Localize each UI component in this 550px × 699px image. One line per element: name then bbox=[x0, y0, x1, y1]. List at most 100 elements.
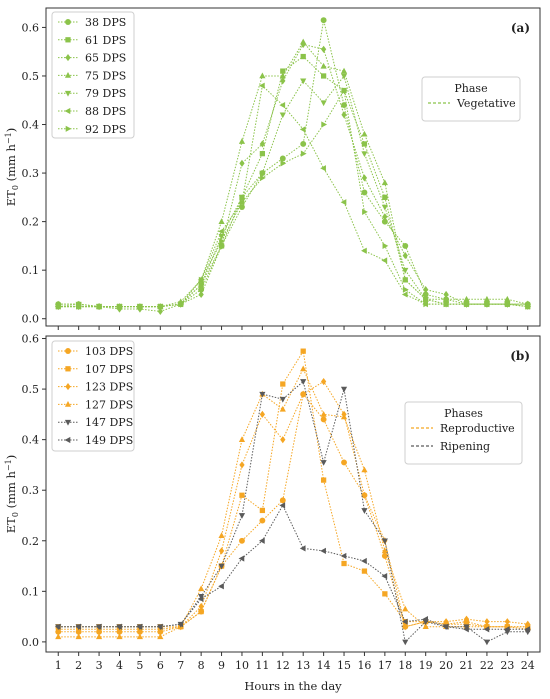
y-tick-label: 0.4 bbox=[22, 434, 40, 447]
data-point bbox=[259, 151, 266, 157]
data-point bbox=[198, 282, 205, 289]
data-point bbox=[484, 618, 490, 626]
phase-entry-reproductive: Reproductive bbox=[411, 422, 515, 435]
panel-a-ylabel-sup: −1 bbox=[4, 132, 13, 144]
x-tick-label: 16 bbox=[357, 659, 371, 672]
y-tick-label: 0.2 bbox=[22, 216, 40, 229]
x-tick-label: 11 bbox=[255, 659, 269, 672]
data-point bbox=[300, 379, 307, 385]
data-point bbox=[239, 492, 245, 498]
data-point bbox=[280, 160, 287, 167]
legend-label: 127 DPS bbox=[85, 398, 133, 411]
panel-a-plot-frame bbox=[45, 7, 541, 327]
data-point bbox=[423, 286, 429, 294]
legend-entry-38-dps: 38 DPS bbox=[58, 16, 126, 29]
data-point bbox=[55, 303, 62, 310]
data-point bbox=[423, 301, 430, 308]
data-point bbox=[178, 301, 185, 308]
x-tick-label: 10 bbox=[235, 659, 249, 672]
data-point bbox=[156, 623, 163, 630]
data-point bbox=[443, 290, 449, 299]
data-point bbox=[361, 557, 367, 565]
phase-legend-title: Phases bbox=[444, 407, 483, 420]
panel-a-series-legend: 38 DPS 61 DPS 65 DPS 75 DPS 79 DPS 88 DPS 92 D… bbox=[51, 11, 135, 139]
data-point bbox=[279, 502, 286, 509]
x-tick-label: 20 bbox=[439, 659, 453, 672]
panel-b-ylabel-sub: 0 bbox=[11, 512, 20, 517]
data-point bbox=[54, 623, 61, 630]
data-point bbox=[136, 623, 143, 630]
data-point bbox=[157, 303, 164, 310]
data-point bbox=[95, 623, 102, 630]
panel-a-ylabel-sub: 0 bbox=[11, 185, 20, 190]
x-tick-label: 18 bbox=[398, 659, 412, 672]
data-point bbox=[361, 508, 368, 514]
data-point bbox=[443, 301, 450, 308]
x-tick-label: 3 bbox=[96, 659, 103, 672]
data-point bbox=[238, 138, 246, 144]
data-point bbox=[464, 301, 470, 308]
legend-entry-127-dps: 127 DPS bbox=[58, 398, 133, 411]
data-point bbox=[259, 140, 266, 148]
data-point bbox=[157, 307, 163, 316]
data-point bbox=[117, 303, 123, 310]
data-point bbox=[483, 639, 491, 646]
x-tick-label: 6 bbox=[157, 659, 164, 672]
data-point bbox=[361, 466, 368, 473]
data-point bbox=[463, 624, 470, 631]
data-point bbox=[382, 213, 388, 221]
data-point bbox=[259, 517, 266, 524]
data-point bbox=[340, 199, 347, 206]
x-tick-label: 22 bbox=[480, 659, 494, 672]
legend-label: 65 DPS bbox=[85, 52, 126, 65]
data-point bbox=[504, 618, 510, 626]
data-point bbox=[463, 295, 470, 302]
x-tick-label: 5 bbox=[136, 659, 143, 672]
data-point bbox=[320, 73, 327, 79]
data-point bbox=[361, 174, 368, 182]
panel-a: 0.0 0.1 0.2 0.3 0.4 0.5 0.6 (a) ET0 (mm h−1) 3… bbox=[4, 7, 541, 330]
data-point bbox=[483, 295, 491, 302]
data-point bbox=[503, 626, 510, 633]
legend-label: 103 DPS bbox=[85, 345, 133, 358]
x-tick-label: 21 bbox=[460, 659, 474, 672]
legend-marker bbox=[65, 348, 71, 354]
data-point bbox=[361, 130, 368, 137]
data-point bbox=[422, 291, 429, 298]
legend-label: 79 DPS bbox=[85, 87, 126, 100]
panel-a-y-ticks: 0.0 0.1 0.2 0.3 0.4 0.5 0.6 bbox=[22, 21, 46, 326]
data-point bbox=[299, 126, 306, 133]
data-point bbox=[280, 381, 286, 387]
data-point bbox=[361, 247, 367, 254]
data-point bbox=[442, 295, 450, 302]
x-tick-label: 12 bbox=[276, 659, 290, 672]
series-92-dps bbox=[55, 87, 532, 310]
data-point bbox=[198, 608, 204, 615]
data-point bbox=[422, 616, 429, 623]
data-point bbox=[381, 573, 388, 580]
data-point bbox=[300, 78, 307, 85]
data-point bbox=[320, 416, 327, 423]
panel-b-x-axis-label: Hours in the day bbox=[244, 679, 342, 693]
data-point bbox=[300, 390, 306, 398]
data-point bbox=[300, 365, 307, 372]
data-point bbox=[320, 165, 326, 172]
data-point bbox=[279, 396, 286, 403]
data-point bbox=[300, 38, 307, 45]
phase-entry-ripening: Ripening bbox=[411, 440, 490, 453]
data-point bbox=[402, 242, 409, 249]
legend-marker bbox=[64, 400, 72, 407]
data-point bbox=[239, 461, 245, 469]
x-tick-label: 23 bbox=[500, 659, 514, 672]
data-point bbox=[443, 618, 449, 626]
legend-marker bbox=[64, 107, 71, 115]
data-point bbox=[218, 532, 225, 539]
data-point bbox=[96, 303, 103, 310]
phase-legend-box bbox=[421, 76, 521, 122]
data-point bbox=[75, 623, 81, 630]
x-tick-label: 13 bbox=[296, 659, 310, 672]
data-point bbox=[422, 296, 429, 303]
data-point bbox=[340, 552, 347, 560]
data-point bbox=[218, 228, 224, 235]
phase-label: Vegetative bbox=[456, 97, 516, 110]
